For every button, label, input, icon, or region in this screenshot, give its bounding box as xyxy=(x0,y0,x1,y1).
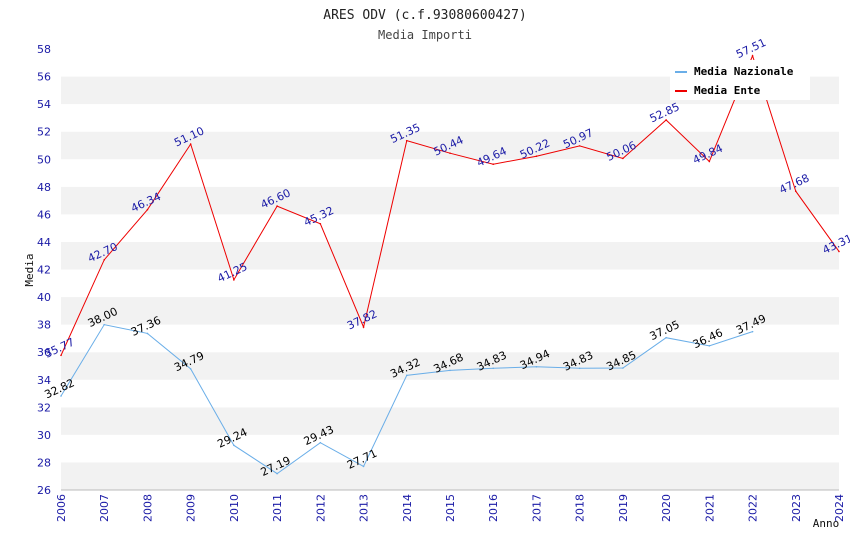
grid-band xyxy=(61,186,839,215)
grid-band xyxy=(61,462,839,490)
x-tick-label: 2011 xyxy=(271,494,284,522)
x-tick-label: 2007 xyxy=(98,494,111,522)
data-point xyxy=(492,367,495,370)
y-axis-label: Media xyxy=(23,253,36,286)
data-point xyxy=(276,472,278,475)
y-tick-label: 58 xyxy=(37,43,51,56)
y-tick-label: 32 xyxy=(37,401,51,414)
chart-subtitle: Media Importi xyxy=(378,28,472,42)
legend-label-media-ente: Media Ente xyxy=(694,84,761,97)
x-tick-label: 2012 xyxy=(314,494,327,522)
grid-band xyxy=(61,159,839,187)
y-tick-label: 54 xyxy=(37,98,51,111)
x-tick-label: 2013 xyxy=(358,494,371,522)
legend-label-media-nazionale: Media Nazionale xyxy=(694,65,794,78)
data-point xyxy=(665,119,667,121)
data-point xyxy=(622,157,624,160)
data-point xyxy=(319,441,322,444)
x-tick-label: 2009 xyxy=(185,494,198,522)
x-tick-label: 2010 xyxy=(228,494,241,522)
y-tick-label: 28 xyxy=(37,456,51,469)
x-tick-label: 2016 xyxy=(487,494,500,522)
data-point xyxy=(708,160,711,163)
x-tick-label: 2024 xyxy=(833,494,846,522)
x-tick-label: 2008 xyxy=(141,494,154,522)
data-point xyxy=(708,345,711,347)
data-point xyxy=(276,205,278,207)
data-point xyxy=(103,259,106,261)
x-tick-label: 2020 xyxy=(660,494,673,522)
x-tick-label: 2018 xyxy=(574,494,587,522)
y-tick-label: 34 xyxy=(37,374,51,387)
data-point xyxy=(146,332,149,335)
grid-band xyxy=(61,434,839,463)
x-tick-label: 2014 xyxy=(401,494,414,522)
y-tick-label: 26 xyxy=(37,484,51,497)
y-axis-ticks: 26 28 30 32 34 36 38 40 42 44 46 48 50 52 54 56 58 xyxy=(37,43,51,497)
x-tick-label: 2019 xyxy=(617,494,630,522)
grid-bands xyxy=(61,49,839,490)
data-point xyxy=(751,330,754,333)
data-point xyxy=(189,143,192,145)
y-tick-label: 50 xyxy=(37,153,51,166)
data-point xyxy=(233,444,235,447)
data-point xyxy=(362,326,365,328)
data-point xyxy=(60,354,62,357)
y-tick-label: 36 xyxy=(37,346,51,359)
data-point xyxy=(405,374,408,377)
y-tick-label: 40 xyxy=(37,291,51,304)
y-tick-label: 46 xyxy=(37,208,51,221)
data-point xyxy=(751,54,754,57)
series-lines xyxy=(60,54,840,475)
grid-band xyxy=(61,407,839,435)
legend-background xyxy=(670,60,810,100)
x-axis-ticks: 2006 2007 2008 2009 2010 2011 2012 2013 2014 2015… xyxy=(55,494,846,522)
x-axis-label: Anno xyxy=(813,517,840,530)
y-tick-label: 56 xyxy=(37,71,51,84)
data-point xyxy=(794,190,797,193)
x-tick-label: 2022 xyxy=(747,494,760,522)
x-tick-label: 2017 xyxy=(530,494,543,522)
legend: Media Nazionale Media Ente xyxy=(670,60,810,100)
data-point xyxy=(189,368,192,370)
data-point xyxy=(60,395,62,397)
data-point xyxy=(449,369,451,372)
data-point xyxy=(622,367,624,369)
x-tick-label: 2021 xyxy=(703,494,716,522)
data-point xyxy=(103,323,106,326)
grid-band xyxy=(61,297,839,325)
y-tick-label: 48 xyxy=(37,181,51,194)
grid-band xyxy=(61,379,839,408)
chart-title: ARES ODV (c.f.93080600427) xyxy=(323,8,527,23)
y-tick-label: 42 xyxy=(37,264,51,277)
data-point xyxy=(362,465,365,468)
data-point xyxy=(405,139,408,142)
x-tick-label: 2023 xyxy=(790,494,803,522)
y-tick-label: 30 xyxy=(37,429,51,442)
y-tick-label: 44 xyxy=(37,236,51,249)
x-tick-label: 2015 xyxy=(444,494,457,522)
data-point xyxy=(319,222,322,225)
data-point xyxy=(492,163,495,166)
data-point xyxy=(838,250,840,253)
grid-band xyxy=(61,241,839,270)
grid-band xyxy=(61,324,839,353)
y-tick-label: 38 xyxy=(37,319,51,332)
data-point xyxy=(449,152,451,154)
data-point xyxy=(578,145,581,147)
data-point xyxy=(578,367,581,370)
grid-band xyxy=(61,104,839,132)
grid-band xyxy=(61,269,839,298)
data-point xyxy=(535,155,538,158)
data-point xyxy=(665,336,667,339)
grid-band xyxy=(61,214,839,242)
data-point xyxy=(233,279,235,281)
data-point xyxy=(146,208,149,211)
x-tick-label: 2006 xyxy=(55,494,68,522)
data-point xyxy=(535,365,538,368)
y-tick-label: 52 xyxy=(37,126,51,139)
grid-band xyxy=(61,352,839,380)
